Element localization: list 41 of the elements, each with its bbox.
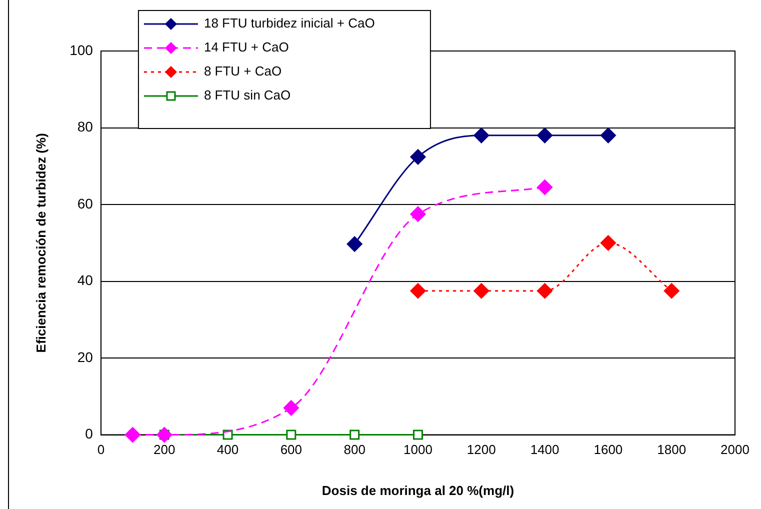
point: [410, 283, 426, 299]
point: [537, 283, 553, 299]
point: [600, 128, 616, 144]
x-axis-title: Dosis de moringa al 20 %(mg/l): [322, 482, 514, 498]
legend-label: 14 FTU + CaO: [204, 40, 289, 55]
x-tick-label: 200: [154, 442, 176, 458]
x-tick-label: 2000: [720, 442, 750, 458]
x-tick-label: 1400: [530, 442, 560, 458]
y-tick-label: 40: [77, 272, 94, 288]
x-tick-label: 800: [344, 442, 366, 458]
y-tick-label: 100: [70, 42, 94, 58]
x-tick-label: 1800: [657, 442, 686, 458]
x-tick-label: 0: [97, 442, 105, 458]
point: [537, 128, 553, 144]
y-tick-label: 80: [77, 118, 94, 135]
x-tick-label: 1200: [466, 442, 496, 458]
point: [346, 236, 362, 252]
x-tick-label: 600: [280, 442, 302, 458]
point: [283, 400, 299, 416]
point: [156, 427, 172, 443]
legend-label: 8 FTU + CaO: [204, 64, 282, 79]
point: [410, 206, 426, 222]
x-tick-label: 400: [216, 442, 239, 458]
point: [350, 430, 360, 440]
point: [286, 430, 296, 440]
point: [600, 235, 616, 251]
y-tick-label: 0: [85, 426, 94, 442]
y-tick-label: 20: [77, 348, 94, 365]
point: [474, 128, 490, 144]
legend-label: 8 FTU sin CaO: [204, 88, 291, 103]
point: [412, 430, 423, 440]
point: [537, 180, 553, 195]
point: [410, 149, 426, 165]
point: [474, 283, 490, 299]
x-tick-label: 1600: [594, 442, 623, 458]
point: [124, 427, 140, 443]
y-axis-title: Eficiencia remoción de turbidez (%): [33, 133, 48, 353]
x-tick-label: 1000: [404, 442, 432, 458]
y-tick-label: 60: [77, 195, 94, 212]
legend-label: 18 FTU turbidez inicial + CaO: [204, 16, 375, 31]
point: [664, 283, 680, 299]
